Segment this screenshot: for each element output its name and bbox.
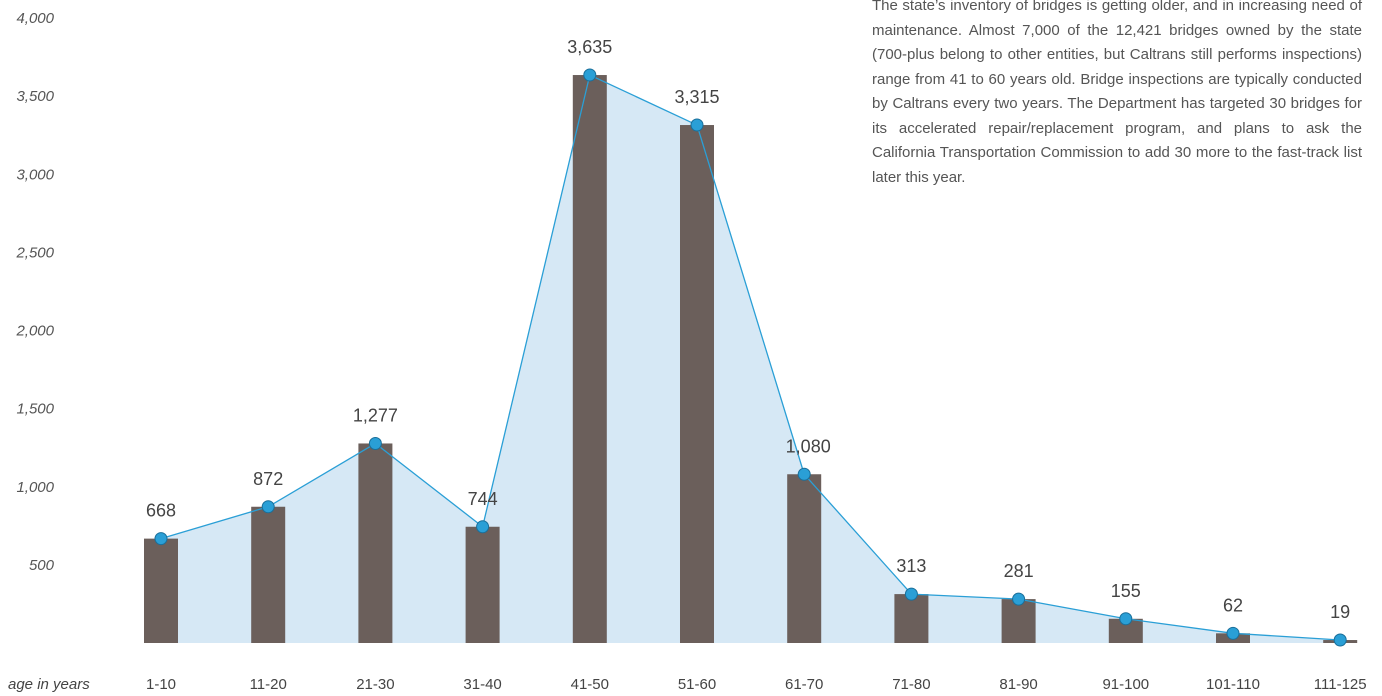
marker-layer bbox=[154, 68, 1347, 647]
bar-21-30 bbox=[358, 443, 393, 643]
x-tick-label: 51-60 bbox=[678, 676, 716, 693]
point-91-100 bbox=[1119, 612, 1133, 626]
point-51-60 bbox=[690, 118, 704, 132]
x-tick-label: 21-30 bbox=[356, 676, 394, 693]
x-tick-label: 31-40 bbox=[463, 676, 501, 693]
data-label-41-50: 3,635 bbox=[567, 37, 612, 57]
bar-31-40 bbox=[465, 526, 500, 643]
x-axis-ticks: 1-10 11-20 21-30 31-40 41-50 51-60 61-70 71-80 8… bbox=[146, 676, 1367, 693]
x-tick-label: 61-70 bbox=[785, 676, 823, 693]
x-tick-label: 11-20 bbox=[250, 676, 287, 693]
bar-11-20 bbox=[251, 506, 286, 643]
x-tick-label: 111-125 bbox=[1314, 676, 1367, 693]
data-label-21-30: 1,277 bbox=[353, 405, 398, 425]
x-tick-label: 101-110 bbox=[1206, 676, 1260, 693]
series-line bbox=[160, 74, 1341, 641]
point-41-50 bbox=[583, 68, 597, 82]
point-11-20 bbox=[261, 500, 275, 514]
x-tick-label: 41-50 bbox=[571, 676, 609, 693]
x-tick-label: 81-90 bbox=[999, 676, 1037, 693]
point-71-80 bbox=[904, 587, 918, 601]
data-label-101-110: 62 bbox=[1223, 595, 1243, 615]
y-tick-label: 2,500 bbox=[15, 244, 54, 261]
x-axis-label: age in years bbox=[8, 676, 90, 693]
x-tick-label: 91-100 bbox=[1102, 676, 1149, 693]
data-label-11-20: 872 bbox=[253, 469, 283, 489]
y-tick-label: 1,500 bbox=[16, 401, 54, 418]
series-area bbox=[161, 75, 1341, 643]
y-tick-label: 4,000 bbox=[16, 10, 54, 27]
data-label-71-80: 313 bbox=[896, 556, 926, 576]
bar-layer bbox=[144, 75, 1358, 643]
point-81-90 bbox=[1012, 592, 1026, 606]
bar-51-60 bbox=[680, 125, 714, 643]
data-label-31-40: 744 bbox=[468, 489, 498, 509]
annotation-text: The state’s inventory of bridges is gett… bbox=[872, 0, 1362, 186]
bar-81-90 bbox=[1001, 599, 1036, 643]
point-111-125 bbox=[1333, 633, 1347, 647]
data-label-111-125: 19 bbox=[1330, 602, 1350, 622]
data-label-81-90: 281 bbox=[1004, 561, 1034, 581]
data-label-61-70: 1,080 bbox=[786, 436, 831, 456]
y-tick-label: 1,000 bbox=[16, 479, 54, 496]
point-31-40 bbox=[476, 520, 490, 534]
data-label-1-10: 668 bbox=[146, 501, 176, 521]
y-tick-label: 2,000 bbox=[15, 323, 54, 340]
x-tick-label: 71-80 bbox=[892, 676, 930, 693]
data-labels: 668 872 1,277 744 3,635 3,315 1,080 313 281 155 62… bbox=[146, 37, 1350, 622]
data-label-51-60: 3,315 bbox=[674, 87, 719, 107]
y-tick-label: 3,500 bbox=[16, 88, 54, 105]
bar-61-70 bbox=[787, 474, 822, 643]
data-label-91-100: 155 bbox=[1111, 581, 1141, 601]
point-101-110 bbox=[1226, 626, 1240, 640]
line-layer bbox=[160, 74, 1341, 641]
area-layer bbox=[161, 75, 1341, 643]
y-tick-label: 500 bbox=[29, 557, 55, 574]
y-axis-ticks: 500 1,000 1,500 2,000 2,500 3,000 3,500 4,000 bbox=[15, 10, 54, 574]
x-tick-label: 1-10 bbox=[146, 676, 176, 693]
y-tick-label: 3,000 bbox=[16, 166, 54, 183]
point-21-30 bbox=[368, 436, 382, 450]
bar-71-80 bbox=[894, 594, 929, 643]
bar-41-50 bbox=[572, 75, 607, 643]
point-61-70 bbox=[797, 467, 811, 481]
bar-1-10 bbox=[144, 538, 178, 643]
point-1-10 bbox=[154, 532, 168, 546]
